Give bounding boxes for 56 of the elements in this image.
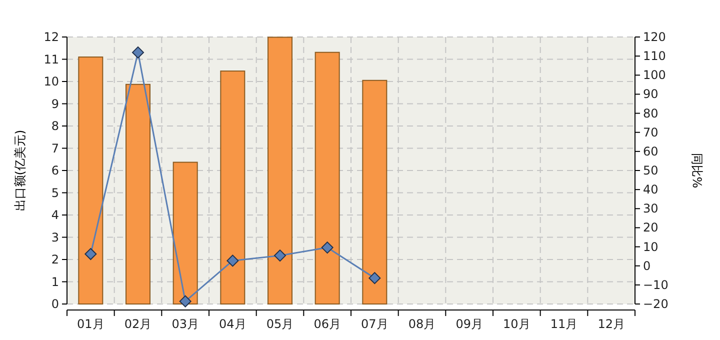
x-tick-label: 07月	[361, 317, 388, 331]
point	[368, 272, 381, 284]
y2-tick-label: −10	[643, 278, 668, 292]
x-tick-label: 02月	[124, 317, 152, 331]
y-tick-label: 11	[44, 52, 59, 66]
y2-tick-label: 10	[643, 240, 658, 254]
y-tick-label: 0	[51, 297, 59, 311]
bar	[172, 162, 198, 304]
y-tick-label: 12	[44, 30, 59, 44]
x-tick-label: 01月	[77, 317, 104, 331]
point	[321, 242, 334, 254]
y-tick-label: 9	[51, 96, 59, 111]
x-tick-label: 08月	[408, 317, 436, 331]
y-tick-label: 10	[44, 74, 59, 88]
y-tick-label: 4	[51, 208, 59, 222]
y2-tick-label: 110	[643, 49, 666, 64]
bar	[314, 52, 340, 304]
y-tick-label: 6	[51, 164, 59, 178]
y2-tick-label: 120	[643, 30, 666, 44]
bar	[78, 56, 104, 304]
y2-tick-label: 20	[643, 220, 658, 235]
y2-tick-label: 0	[643, 258, 651, 273]
bar	[220, 70, 246, 304]
bar	[126, 84, 150, 304]
x-tick-label: 12月	[598, 317, 625, 331]
x-tick-label: 06月	[314, 317, 341, 331]
y2-tick-label: 30	[643, 202, 658, 216]
x-tick-label: 03月	[172, 317, 199, 331]
point	[84, 248, 97, 260]
bar	[268, 36, 292, 304]
y-tick-label: 3	[51, 230, 59, 244]
y-axis-title: 出口额(亿美元)	[13, 130, 27, 212]
x-tick-label: 09月	[456, 317, 483, 331]
x-tick-label: 05月	[266, 317, 294, 331]
x-tick-label: 10月	[503, 317, 530, 331]
bar	[362, 80, 388, 304]
point	[179, 295, 192, 308]
y-tick-label: 5	[51, 186, 59, 200]
y-tick-label: 8	[51, 119, 59, 133]
y2-tick-label: 40	[643, 182, 658, 197]
point	[132, 46, 144, 58]
y2-tick-label: 100	[643, 68, 666, 82]
y-tick-label: 1	[51, 274, 59, 289]
y2-tick-label: −20	[643, 297, 668, 311]
y2-tick-label: 50	[643, 164, 658, 178]
x-tick-label: 04月	[219, 317, 246, 331]
y-tick-label: 2	[51, 252, 59, 266]
y2-tick-label: 60	[643, 144, 658, 158]
point	[226, 254, 239, 267]
y2-tick-label: 70	[643, 125, 658, 140]
point	[274, 250, 286, 262]
y-tick-label: 7	[51, 141, 59, 156]
y2-tick-label: 80	[643, 106, 658, 120]
x-tick-label: 11月	[550, 317, 578, 331]
y2-axis-title: 同比%	[690, 152, 704, 188]
y2-tick-label: 90	[643, 87, 658, 102]
